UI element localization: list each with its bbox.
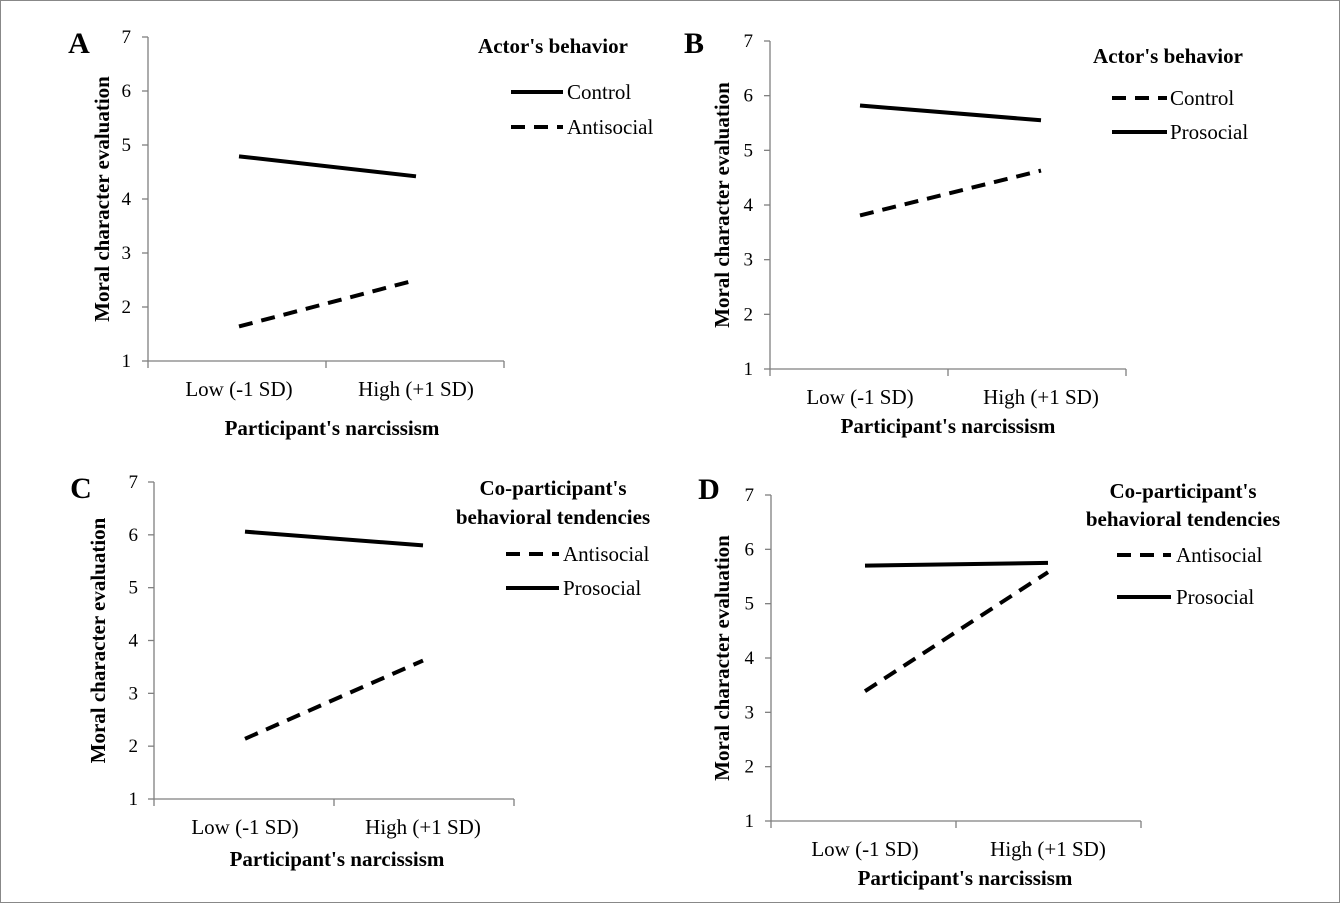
- series-line-prosocial: [859, 103, 1042, 123]
- legend-label-antisocial: Antisocial: [567, 115, 653, 139]
- legend-title: Actor's behavior: [1093, 44, 1243, 68]
- x-tick-label: High (+1 SD): [990, 837, 1106, 861]
- y-tick-label: 3: [745, 702, 755, 723]
- y-tick-label: 3: [129, 683, 139, 704]
- series-line-control: [859, 168, 1042, 218]
- y-tick-label: 5: [745, 594, 755, 615]
- y-tick-label: 5: [744, 140, 754, 161]
- y-tick-label: 7: [129, 472, 139, 493]
- y-tick-label: 4: [744, 195, 754, 216]
- series-line-prosocial: [864, 560, 1049, 568]
- y-tick-label: 7: [122, 27, 132, 48]
- legend-label-prosocial: Prosocial: [1176, 585, 1254, 609]
- legend-title: Actor's behavior: [478, 34, 628, 58]
- x-tick-label: High (+1 SD): [365, 815, 481, 839]
- y-tick-label: 1: [122, 351, 132, 372]
- chart-panel-b: B 1 2 3 4 5 6 7 Low (-1 SD) High (+1 SD) Participa…: [684, 27, 1248, 438]
- series-line-antisocial: [238, 278, 417, 329]
- y-tick-label: 2: [745, 757, 755, 778]
- x-tick-label: Low (-1 SD): [185, 377, 292, 401]
- panel-letter: C: [70, 472, 92, 505]
- y-tick-label: 5: [122, 135, 132, 156]
- chart-panel-a: A 1 2 3 4 5 6 7 Low (-1 SD) High (+1 SD) Participa…: [68, 27, 653, 440]
- y-tick-label: 6: [745, 539, 755, 560]
- y-tick-label: 4: [122, 189, 132, 210]
- x-axis-title: Participant's narcissism: [225, 416, 440, 440]
- x-axis-title: Participant's narcissism: [858, 866, 1073, 890]
- y-tick-label: 6: [122, 81, 132, 102]
- y-tick-label: 3: [744, 250, 754, 271]
- series-line-prosocial: [244, 529, 424, 548]
- y-tick-label: 7: [745, 485, 755, 506]
- y-tick-label: 2: [129, 736, 139, 757]
- y-axis-title: Moral character evaluation: [90, 76, 114, 322]
- legend-label-prosocial: Prosocial: [1170, 120, 1248, 144]
- legend-label-control: Control: [567, 80, 631, 104]
- legend-label-prosocial: Prosocial: [563, 576, 641, 600]
- y-tick-label: 7: [744, 31, 754, 52]
- y-tick-label: 2: [122, 297, 132, 318]
- y-tick-label: 1: [744, 359, 754, 380]
- series-line-antisocial: [863, 570, 1050, 693]
- y-tick-label: 1: [745, 811, 755, 832]
- y-axis-title: Moral character evaluation: [86, 517, 110, 763]
- y-axis-title: Moral character evaluation: [710, 82, 734, 328]
- y-tick-label: 1: [129, 789, 139, 810]
- legend-title: behavioral tendencies: [1086, 507, 1280, 531]
- y-tick-label: 6: [744, 86, 754, 107]
- y-tick-label: 4: [129, 631, 139, 652]
- panel-letter: D: [698, 473, 720, 506]
- x-axis-title: Participant's narcissism: [841, 414, 1056, 438]
- legend-label-control: Control: [1170, 86, 1234, 110]
- panel-letter: B: [684, 27, 704, 60]
- x-tick-label: High (+1 SD): [358, 377, 474, 401]
- legend-label-antisocial: Antisocial: [563, 542, 649, 566]
- y-tick-label: 4: [745, 648, 755, 669]
- legend-title: Co-participant's: [1110, 479, 1257, 503]
- x-tick-label: Low (-1 SD): [806, 385, 913, 409]
- x-tick-label: Low (-1 SD): [191, 815, 298, 839]
- x-axis-title: Participant's narcissism: [230, 847, 445, 871]
- legend-label-antisocial: Antisocial: [1176, 543, 1262, 567]
- x-tick-label: Low (-1 SD): [811, 837, 918, 861]
- x-tick-label: High (+1 SD): [983, 385, 1099, 409]
- series-line-antisocial: [244, 658, 424, 741]
- y-tick-label: 5: [129, 578, 139, 599]
- legend-title: Co-participant's: [480, 476, 627, 500]
- legend-title: behavioral tendencies: [456, 505, 650, 529]
- y-tick-label: 2: [744, 304, 754, 325]
- y-tick-label: 3: [122, 243, 132, 264]
- chart-panel-c: C 1 2 3 4 5 6 7 Low (-1 SD) High (+1 SD) Participa…: [70, 472, 650, 871]
- chart-panel-d: D 1 2 3 4 5 6 7 Low (-1 SD) High (+1 SD) Participa…: [698, 473, 1280, 890]
- y-tick-label: 6: [129, 525, 139, 546]
- panel-letter: A: [68, 27, 90, 60]
- y-axis-title: Moral character evaluation: [710, 535, 734, 781]
- series-line-control: [238, 154, 417, 179]
